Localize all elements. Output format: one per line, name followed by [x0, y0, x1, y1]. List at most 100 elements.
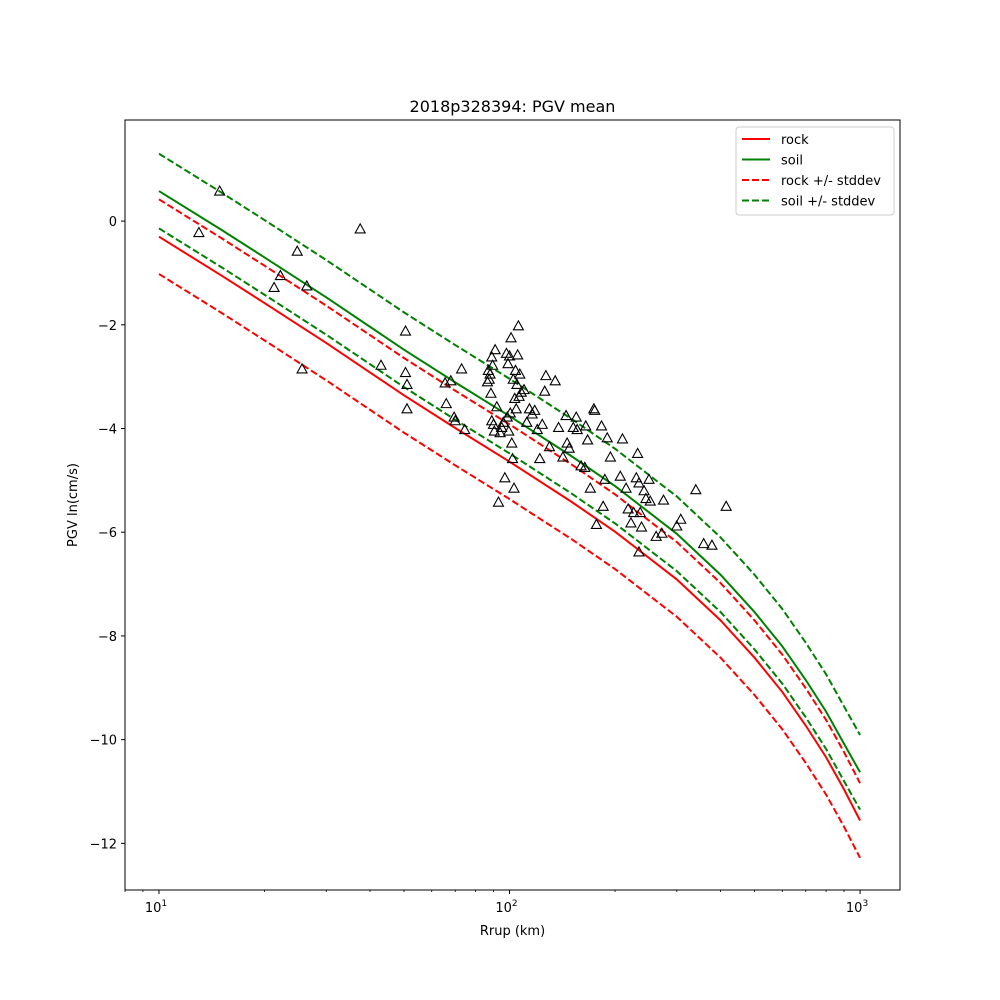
y-tick-label: −6	[98, 526, 117, 541]
observation-marker	[536, 418, 549, 429]
observation-marker	[513, 367, 526, 379]
observation-marker	[274, 269, 287, 281]
observation-marker	[601, 431, 614, 443]
observation-marker	[639, 492, 652, 504]
observation-marker	[697, 537, 710, 549]
observation-marker	[484, 387, 497, 398]
observation-marker	[508, 482, 520, 493]
observation-marker	[556, 450, 569, 462]
observation-marker	[633, 545, 645, 557]
observation-marker	[503, 349, 516, 361]
observation-marker	[616, 432, 629, 444]
observation-marker	[620, 482, 632, 493]
observation-marker	[484, 367, 496, 379]
observation-marker	[624, 516, 637, 528]
observation-marker	[563, 442, 576, 453]
observation-marker	[300, 279, 313, 291]
observation-marker	[539, 369, 552, 381]
observation-marker	[720, 500, 733, 511]
legend-box	[735, 126, 895, 216]
observation-marker	[511, 348, 524, 360]
observation-marker	[631, 447, 644, 458]
observation-marker	[674, 513, 687, 524]
observation-marker	[543, 440, 556, 452]
observation-marker	[489, 343, 502, 355]
observation-layer	[192, 184, 733, 557]
series-line-0	[158, 235, 861, 821]
observation-marker	[655, 527, 668, 538]
y-axis-label: PGV ln(cm/s)	[66, 463, 81, 547]
observation-marker	[399, 324, 412, 336]
series-line-3	[158, 273, 861, 859]
observation-marker	[634, 506, 647, 518]
y-axis: 0 −2 −4 −6 −8 −10 −12	[90, 215, 125, 852]
observation-marker	[192, 226, 205, 238]
observation-marker	[502, 357, 514, 369]
observation-marker	[598, 473, 611, 484]
observation-marker	[490, 400, 503, 412]
observation-marker	[531, 423, 544, 435]
observation-marker	[706, 539, 718, 550]
observation-marker	[483, 373, 496, 384]
observation-marker	[291, 245, 304, 256]
observation-marker	[449, 414, 462, 426]
observation-marker	[498, 471, 511, 483]
y-tick-label: −10	[90, 734, 117, 749]
observation-marker	[578, 461, 591, 472]
legend: rock soil rock +/- stddev soil +/- stddev	[735, 126, 895, 216]
legend-label: rock	[781, 133, 809, 148]
observation-marker	[510, 402, 523, 414]
observation-marker	[549, 374, 562, 386]
plot-frame	[124, 119, 901, 891]
observation-marker	[633, 476, 645, 488]
observation-marker	[296, 362, 309, 374]
observation-marker	[375, 359, 387, 370]
series-line-5	[158, 227, 861, 811]
observation-marker	[518, 383, 530, 395]
observation-marker	[552, 421, 565, 433]
observation-marker	[444, 374, 457, 386]
observation-marker	[588, 404, 601, 415]
observation-marker	[505, 331, 517, 343]
observation-marker	[213, 184, 226, 196]
observation-marker	[644, 494, 657, 506]
observation-marker	[486, 359, 499, 370]
y-tick-label: −12	[90, 837, 117, 852]
observation-marker	[448, 410, 461, 422]
observation-marker	[579, 419, 592, 431]
observation-marker	[401, 402, 413, 414]
observation-marker	[570, 410, 583, 422]
observation-marker	[528, 404, 541, 415]
series-line-4	[158, 152, 861, 736]
observation-marker	[638, 484, 650, 496]
observation-marker	[670, 519, 683, 531]
observation-marker	[399, 366, 412, 378]
observation-marker	[492, 496, 505, 507]
observation-marker	[495, 421, 508, 433]
observation-marker	[455, 362, 468, 374]
observation-marker	[590, 518, 603, 529]
x-axis-label: Rrup (km)	[480, 924, 545, 939]
observation-marker	[604, 450, 617, 462]
observation-marker	[354, 222, 367, 234]
observation-marker	[497, 416, 510, 427]
observation-marker	[627, 506, 640, 518]
y-tick-label: 0	[109, 215, 117, 230]
observation-marker	[643, 473, 655, 484]
observation-marker	[597, 500, 610, 511]
observation-marker	[505, 436, 518, 448]
observation-marker	[571, 423, 584, 435]
observation-marker	[622, 502, 635, 514]
legend-label: soil	[781, 154, 803, 169]
observation-marker	[512, 319, 525, 331]
observation-marker	[401, 378, 413, 389]
observation-marker	[650, 530, 663, 541]
y-tick-label: −4	[98, 423, 117, 438]
observation-marker	[595, 419, 608, 431]
observation-marker	[614, 470, 627, 481]
observation-marker	[508, 392, 521, 403]
chart-title: 2018p328394: PGV mean	[410, 97, 616, 116]
observation-marker	[635, 520, 648, 532]
y-tick-label: −8	[98, 630, 117, 645]
